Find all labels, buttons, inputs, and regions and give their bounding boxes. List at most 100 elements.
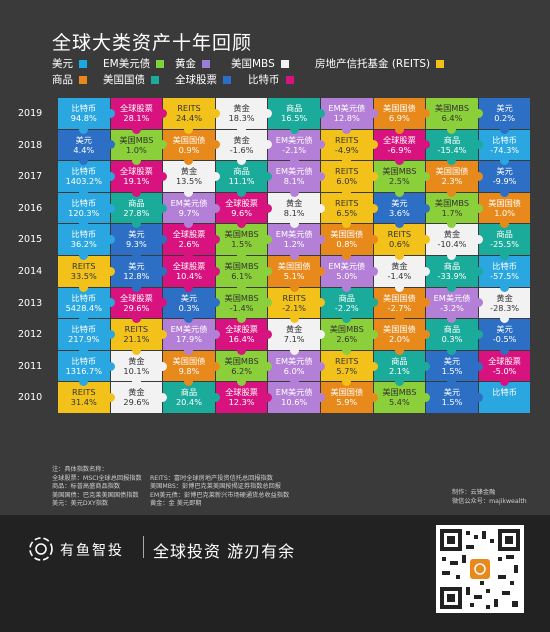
- return-value: 0.3%: [441, 334, 463, 345]
- legend-label: 美国国债: [103, 74, 145, 86]
- cell-global-equity: 全球股票 29.6%: [110, 287, 168, 324]
- asset-name: 比特币: [71, 103, 97, 113]
- return-value: -6.9%: [387, 144, 412, 155]
- puzzle-knob: [342, 156, 352, 166]
- puzzle-knob: [315, 329, 325, 339]
- puzzle-knob: [500, 156, 510, 166]
- puzzle-knob: [447, 219, 457, 229]
- cell-reits: REITS -4.9%: [321, 129, 378, 166]
- puzzle-knob: [263, 361, 273, 371]
- return-value: 2.5%: [388, 176, 410, 187]
- return-value: 6.9%: [388, 113, 410, 123]
- puzzle-knob: [421, 140, 431, 150]
- return-value: 5.0%: [336, 271, 358, 281]
- asset-name: 比特币: [71, 355, 97, 366]
- cell-us-mbs: 美国MBS -1.4%: [215, 287, 273, 324]
- cell-us-mbs: 美国MBS 1.7%: [426, 192, 483, 229]
- return-value: -2.7%: [387, 302, 412, 313]
- return-value: 0.3%: [178, 302, 200, 313]
- asset-name: 商品: [128, 197, 145, 208]
- puzzle-knob: [79, 282, 89, 292]
- puzzle-knob: [105, 140, 115, 150]
- legend-swatch: [285, 76, 294, 84]
- asset-name: 黄金: [391, 261, 408, 271]
- puzzle-knob: [473, 298, 483, 308]
- year-label: 2015: [18, 234, 43, 246]
- asset-name: 黄金: [128, 387, 145, 398]
- puzzle-knob: [237, 282, 247, 292]
- puzzle-knob: [184, 187, 194, 197]
- puzzle-knob: [289, 282, 299, 292]
- cell-em-usd-bond: EM美元债 8.1%: [268, 161, 325, 197]
- puzzle-knob: [237, 219, 247, 229]
- asset-name: 美国MBS: [224, 292, 259, 303]
- puzzle-knob: [315, 108, 325, 118]
- legend-item: 全球股票: [175, 72, 231, 87]
- puzzle-knob: [447, 314, 457, 324]
- asset-name: 全球股票: [172, 261, 206, 271]
- puzzle-knob: [289, 377, 299, 387]
- return-value: 217.9%: [68, 334, 100, 345]
- return-value: -5.0%: [492, 365, 517, 376]
- return-value: 1403.2%: [65, 176, 103, 187]
- return-value: 18.3%: [228, 113, 255, 123]
- puzzle-knob: [79, 345, 89, 355]
- puzzle-knob: [237, 345, 247, 355]
- return-value: 29.6%: [123, 302, 150, 313]
- return-value: 16.4%: [228, 334, 255, 345]
- legend-label: EM美元债: [103, 58, 151, 70]
- note-line: EM美元债：彭博巴克莱新兴市场硬通货总收益指数: [150, 491, 290, 499]
- puzzle-knob: [210, 203, 220, 213]
- cell-usd: 美元 4.4%: [58, 129, 115, 166]
- note-line: 美国MBS：彭博巴克莱美国按揭证券指数总回报: [150, 483, 281, 491]
- asset-name: 比特币: [492, 261, 517, 271]
- puzzle-knob: [315, 361, 325, 371]
- return-value: 120.3%: [68, 207, 100, 218]
- cell-bitcoin: 比特币 120.3%: [58, 192, 115, 229]
- asset-name: 全球股票: [172, 229, 206, 240]
- legend-item: 美国MBS: [231, 56, 289, 71]
- asset-name: EM美元债: [433, 292, 471, 303]
- puzzle-knob: [447, 250, 457, 260]
- puzzle-knob: [105, 361, 115, 371]
- cell-us-treasury: 美国国债 2.3%: [426, 161, 483, 197]
- puzzle-knob: [394, 219, 404, 229]
- asset-name: 美元: [128, 229, 145, 240]
- puzzle-knob: [342, 250, 352, 260]
- puzzle-knob: [79, 219, 89, 229]
- puzzle-knob: [394, 282, 404, 292]
- puzzle-knob: [210, 329, 220, 339]
- puzzle-knob: [500, 282, 510, 292]
- return-value: 5.4%: [388, 397, 410, 408]
- puzzle-knob: [473, 361, 483, 371]
- cell-us-treasury: 美国国债 0.8%: [321, 224, 378, 260]
- return-value: 1.2%: [283, 239, 305, 250]
- puzzle-knob: [421, 298, 431, 308]
- asset-name: 美国国债: [172, 355, 206, 366]
- asset-name: 比特币: [71, 229, 97, 240]
- return-value: 8.1%: [283, 207, 305, 218]
- asset-name: 美元: [391, 197, 408, 208]
- notes-column-2: REITS：富时全球房地产投资信托总回报指数 美国MBS：彭博巴克莱美国按揭证券…: [150, 475, 289, 509]
- return-value: 10.6%: [281, 397, 308, 408]
- return-value: 36.2%: [70, 239, 97, 250]
- puzzle-knob: [158, 298, 168, 308]
- cell-commodities: 商品 -15.4%: [426, 129, 483, 166]
- return-value: 10.1%: [123, 365, 150, 376]
- cell-gold: 黄金 -1.6%: [215, 129, 273, 166]
- cell-reits: REITS 0.6%: [373, 224, 431, 260]
- year-label: 2010: [18, 392, 43, 404]
- puzzle-knob: [105, 266, 115, 276]
- return-value: 5.7%: [336, 365, 358, 376]
- puzzle-knob: [500, 377, 510, 387]
- return-value: 0.2%: [494, 113, 515, 123]
- qr-code[interactable]: [436, 525, 524, 613]
- return-value: 2.3%: [441, 176, 463, 187]
- return-value: -10.4%: [437, 239, 467, 250]
- cell-global-equity: 全球股票 10.4%: [163, 256, 220, 292]
- puzzle-knob: [79, 156, 89, 166]
- puzzle-knob: [263, 108, 273, 118]
- cell-gold: 黄金 -28.3%: [478, 287, 531, 324]
- asset-name: EM美元债: [275, 355, 313, 366]
- puzzle-knob: [421, 108, 431, 118]
